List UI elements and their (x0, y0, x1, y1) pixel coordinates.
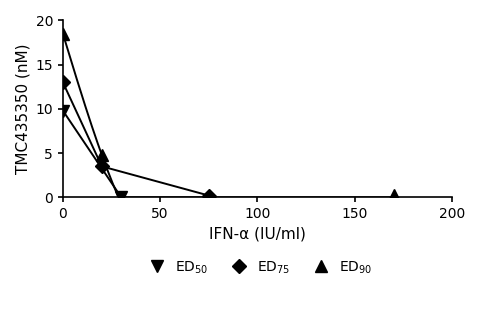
Y-axis label: TMC435350 (nM): TMC435350 (nM) (15, 44, 30, 174)
Legend: ED$_{50}$, ED$_{75}$, ED$_{90}$: ED$_{50}$, ED$_{75}$, ED$_{90}$ (137, 254, 377, 281)
X-axis label: IFN-α (IU/ml): IFN-α (IU/ml) (209, 226, 306, 242)
